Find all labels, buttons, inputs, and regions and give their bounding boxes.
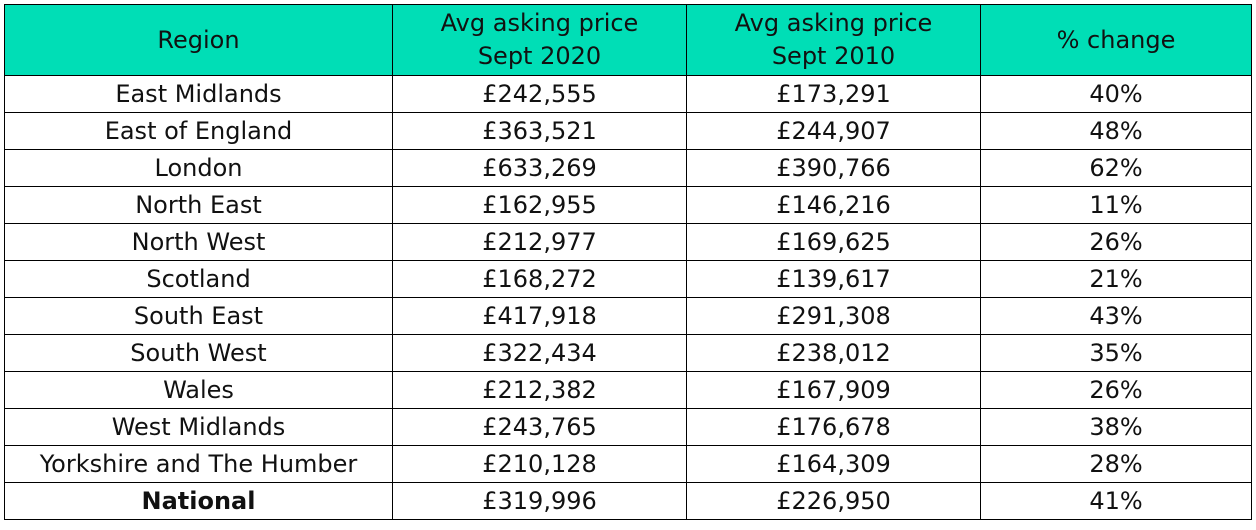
header-region: Region <box>4 4 393 76</box>
price-2010-cell: £291,308 <box>686 297 981 335</box>
price-2020-cell: £168,272 <box>392 260 687 298</box>
price-2020-cell: £210,128 <box>392 445 687 483</box>
price-2020-cell: £633,269 <box>392 149 687 187</box>
region-cell: South West <box>4 334 393 372</box>
price-2010-cell: £176,678 <box>686 408 981 446</box>
region-cell: Scotland <box>4 260 393 298</box>
table-row: Yorkshire and The Humber £210,128 £164,309… <box>4 445 1252 483</box>
change-cell: 43% <box>980 297 1252 335</box>
price-2020-cell: £212,977 <box>392 223 687 261</box>
price-2020-cell: £319,996 <box>392 482 687 520</box>
price-2020-cell: £212,382 <box>392 371 687 409</box>
header-change: % change <box>980 4 1252 76</box>
price-2010-cell: £167,909 <box>686 371 981 409</box>
change-cell: 11% <box>980 186 1252 224</box>
table-header: Region Avg asking price Sept 2020 Avg as… <box>4 4 1252 76</box>
change-cell: 48% <box>980 112 1252 150</box>
price-2010-cell: £390,766 <box>686 149 981 187</box>
change-cell: 38% <box>980 408 1252 446</box>
header-price-2010-line1: Avg asking price <box>734 9 933 37</box>
price-2010-cell: £169,625 <box>686 223 981 261</box>
table-row: East Midlands £242,555 £173,291 40% <box>4 75 1252 113</box>
header-price-2020: Avg asking price Sept 2020 <box>392 4 687 76</box>
region-cell: East of England <box>4 112 393 150</box>
table-row: North West £212,977 £169,625 26% <box>4 223 1252 261</box>
region-cell: Wales <box>4 371 393 409</box>
region-cell: East Midlands <box>4 75 393 113</box>
price-2010-cell: £173,291 <box>686 75 981 113</box>
price-2020-cell: £242,555 <box>392 75 687 113</box>
header-price-2010: Avg asking price Sept 2010 <box>686 4 981 76</box>
price-2010-cell: £164,309 <box>686 445 981 483</box>
price-2020-cell: £363,521 <box>392 112 687 150</box>
header-price-2020-line2: Sept 2020 <box>477 42 602 70</box>
region-cell: Yorkshire and The Humber <box>4 445 393 483</box>
table-row: West Midlands £243,765 £176,678 38% <box>4 408 1252 446</box>
price-2010-cell: £146,216 <box>686 186 981 224</box>
change-cell: 41% <box>980 482 1252 520</box>
change-cell: 35% <box>980 334 1252 372</box>
table-body: East Midlands £242,555 £173,291 40% East of … <box>4 75 1252 520</box>
header-row: Region Avg asking price Sept 2020 Avg as… <box>4 4 1252 76</box>
header-price-2010-line2: Sept 2010 <box>771 42 896 70</box>
table-row: Scotland £168,272 £139,617 21% <box>4 260 1252 298</box>
change-cell: 28% <box>980 445 1252 483</box>
region-cell: North West <box>4 223 393 261</box>
change-cell: 21% <box>980 260 1252 298</box>
price-2020-cell: £243,765 <box>392 408 687 446</box>
price-2020-cell: £162,955 <box>392 186 687 224</box>
header-region-label: Region <box>157 25 240 54</box>
price-2020-cell: £417,918 <box>392 297 687 335</box>
table-row: Wales £212,382 £167,909 26% <box>4 371 1252 409</box>
price-2020-cell: £322,434 <box>392 334 687 372</box>
change-cell: 40% <box>980 75 1252 113</box>
table-row-national: National £319,996 £226,950 41% <box>4 482 1252 520</box>
table-row: London £633,269 £390,766 62% <box>4 149 1252 187</box>
table-row: North East £162,955 £146,216 11% <box>4 186 1252 224</box>
price-2010-cell: £226,950 <box>686 482 981 520</box>
region-cell: North East <box>4 186 393 224</box>
change-cell: 26% <box>980 371 1252 409</box>
change-cell: 26% <box>980 223 1252 261</box>
price-2010-cell: £238,012 <box>686 334 981 372</box>
table-row: South West £322,434 £238,012 35% <box>4 334 1252 372</box>
price-2010-cell: £139,617 <box>686 260 981 298</box>
price-2010-cell: £244,907 <box>686 112 981 150</box>
table-row: South East £417,918 £291,308 43% <box>4 297 1252 335</box>
region-cell: South East <box>4 297 393 335</box>
change-cell: 62% <box>980 149 1252 187</box>
price-table-container: Region Avg asking price Sept 2020 Avg as… <box>4 4 1252 520</box>
region-cell: London <box>4 149 393 187</box>
header-price-2020-line1: Avg asking price <box>440 9 639 37</box>
region-cell: National <box>4 482 393 520</box>
header-change-label: % change <box>1056 25 1176 54</box>
table-row: East of England £363,521 £244,907 48% <box>4 112 1252 150</box>
asking-price-table: Region Avg asking price Sept 2020 Avg as… <box>4 4 1252 520</box>
region-cell: West Midlands <box>4 408 393 446</box>
